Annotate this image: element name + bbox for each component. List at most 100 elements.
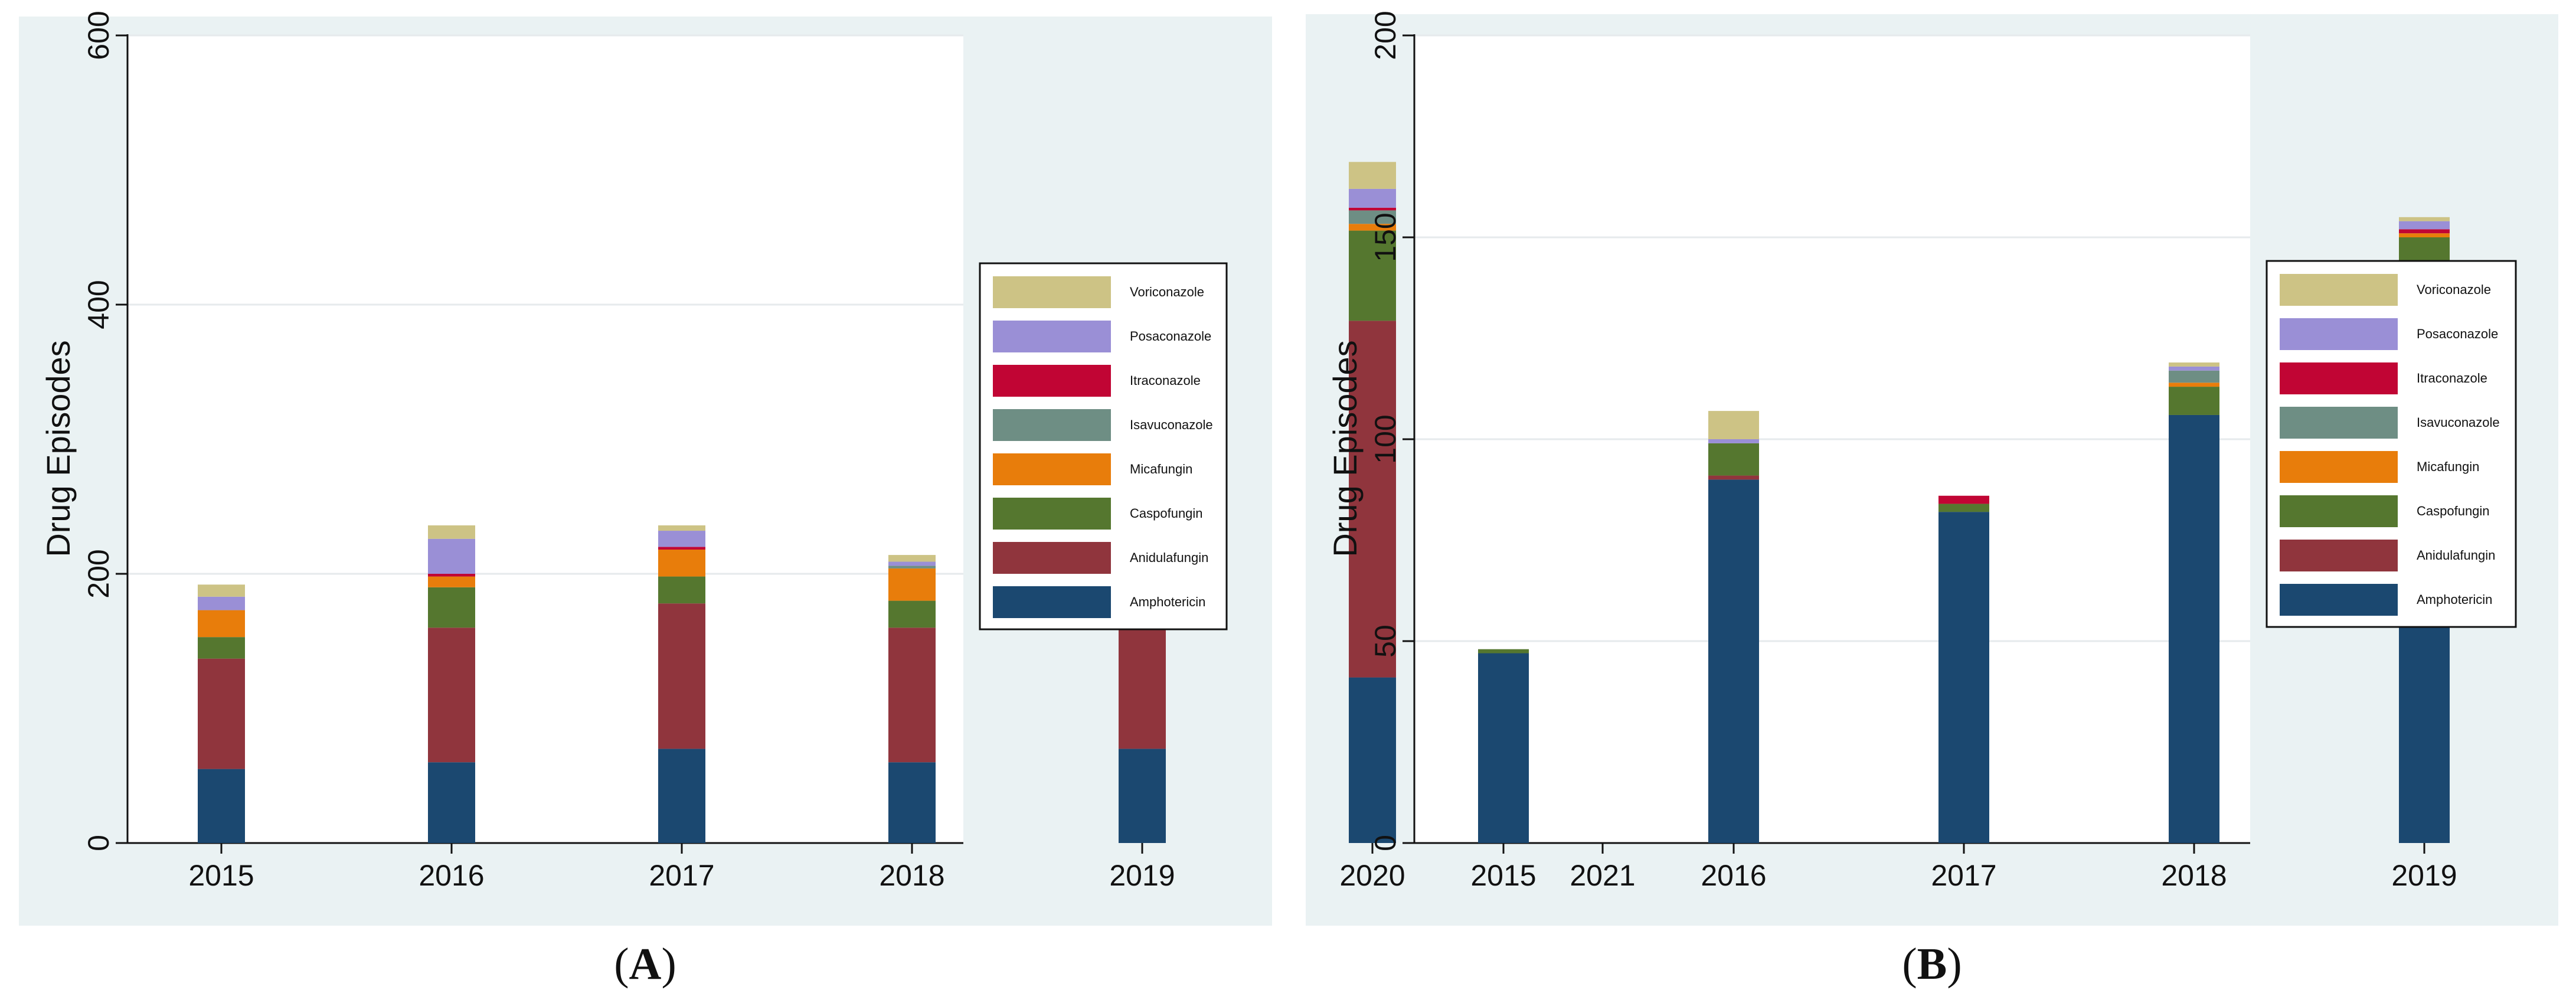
x-tick-label: 2019 (1109, 859, 1175, 892)
bar-segment-posaconazole-2018 (888, 561, 936, 566)
legend-label-itraconazole: Itraconazole (2417, 371, 2487, 385)
bar-segment-isavuconazole-2018 (2169, 370, 2219, 383)
legend-label-amphotericin: Amphotericin (1130, 594, 1205, 609)
x-tick-label: 2015 (188, 859, 254, 892)
bar-segment-caspofungin-2020 (1349, 230, 1396, 321)
bar-segment-caspofungin-2018 (2169, 387, 2219, 415)
bar-segment-micafungin-2016 (428, 576, 475, 587)
bar-segment-itraconazole-2016 (428, 574, 475, 577)
bar-segment-posaconazole-2016 (1708, 439, 1759, 443)
legend-label-voriconazole: Voriconazole (2417, 282, 2491, 297)
legend-swatch-micafungin (993, 453, 1111, 485)
legend-swatch-caspofungin (2280, 495, 2398, 527)
bar-segment-micafungin-2018 (2169, 383, 2219, 387)
y-tick-label: 100 (1369, 414, 1402, 463)
legend-swatch-posaconazole (2280, 318, 2398, 350)
bar-segment-caspofungin-2015 (198, 637, 245, 659)
bar-segment-anidulafungin-2015 (198, 658, 245, 769)
x-tick-label: 2021 (1570, 859, 1635, 892)
chart-panel-b: 0 50 100 150 200 Drug Episodes 2015 2016 2017 201… (1326, 11, 2517, 892)
y-axis-label: Drug Episodes (40, 340, 77, 557)
legend-label-isavuconazole: Isavuconazole (2417, 415, 2500, 430)
x-tick-label: 2018 (2161, 859, 2227, 892)
legend-swatch-posaconazole (993, 321, 1111, 352)
legend-swatch-voriconazole (2280, 274, 2398, 306)
legend-label-caspofungin: Caspofungin (2417, 504, 2490, 518)
y-tick-label: 50 (1369, 625, 1402, 658)
legend-label-caspofungin: Caspofungin (1130, 506, 1203, 521)
bar-segment-anidulafungin-2016 (428, 628, 475, 763)
legend: Voriconazole Posaconazole Itraconazole Isav… (979, 262, 1228, 630)
bar-segment-posaconazole-2017 (658, 531, 705, 547)
bar-segment-anidulafungin-2016 (1708, 475, 1759, 480)
y-tick-label: 400 (82, 280, 115, 329)
bar-segment-isavuconazole-2020 (1349, 210, 1396, 224)
bar-segment-voriconazole-2020 (1349, 162, 1396, 189)
x-tick-label: 2019 (2391, 859, 2457, 892)
y-tick-label: 0 (82, 835, 115, 851)
legend: Voriconazole Posaconazole Itraconazole Isav… (2266, 260, 2517, 628)
legend-label-amphotericin: Amphotericin (2417, 592, 2492, 607)
legend-swatch-isavuconazole (993, 409, 1111, 441)
legend-swatch-micafungin (2280, 451, 2398, 483)
bar-segment-amphotericin-2019 (1119, 749, 1166, 843)
bar-segment-posaconazole-2019 (2399, 221, 2450, 230)
bar-segment-caspofungin-2018 (888, 600, 936, 628)
bar-segment-caspofungin-2017 (658, 576, 705, 604)
panel-b-caption: (B) (1902, 939, 1962, 989)
bar-segment-micafungin-2015 (198, 610, 245, 638)
bar-segment-micafungin-2017 (658, 549, 705, 577)
legend-label-micafungin: Micafungin (1130, 462, 1192, 476)
legend-label-anidulafungin: Anidulafungin (2417, 548, 2495, 563)
legend-label-micafungin: Micafungin (2417, 459, 2479, 474)
bar-segment-itraconazole-2019 (2399, 229, 2450, 234)
bar-segment-caspofungin-2017 (1938, 504, 1989, 512)
y-axis-label: Drug Episodes (1326, 340, 1364, 557)
bar-segment-voriconazole-2018 (2169, 362, 2219, 367)
bar-segment-amphotericin-2016 (428, 762, 475, 843)
bar-segment-isavuconazole-2018 (888, 566, 936, 569)
bar-segment-voriconazole-2016 (428, 525, 475, 539)
bar-segment-posaconazole-2018 (2169, 366, 2219, 371)
bar-segment-amphotericin-2020 (1349, 677, 1396, 843)
bar-segment-voriconazole-2015 (198, 584, 245, 597)
x-tick-label: 2020 (1339, 859, 1405, 892)
plot-area (128, 35, 963, 843)
bar-segment-micafungin-2020 (1349, 224, 1396, 231)
bar-segment-caspofungin-2015 (1478, 649, 1529, 654)
bar-segment-voriconazole-2017 (658, 525, 705, 531)
bar-segment-amphotericin-2015 (1478, 653, 1529, 843)
bar-segment-itraconazole-2017 (1938, 495, 1989, 504)
bar-segment-caspofungin-2016 (428, 587, 475, 628)
bar-segment-amphotericin-2017 (658, 749, 705, 843)
legend-swatch-amphotericin (993, 586, 1111, 618)
bar-segment-caspofungin-2016 (1708, 443, 1759, 476)
bar-segment-itraconazole-2017 (658, 547, 705, 550)
legend-swatch-isavuconazole (2280, 407, 2398, 439)
legend-label-posaconazole: Posaconazole (2417, 326, 2498, 341)
panel-a-caption: (A) (614, 939, 676, 989)
y-tick-label: 600 (82, 11, 115, 60)
legend-label-itraconazole: Itraconazole (1130, 373, 1201, 388)
x-tick-label: 2016 (1701, 859, 1766, 892)
legend-box (979, 262, 1228, 630)
legend-swatch-voriconazole (993, 276, 1111, 308)
bar-segment-micafungin-2019 (2399, 233, 2450, 237)
legend-box (2266, 260, 2517, 628)
legend-swatch-anidulafungin (993, 542, 1111, 574)
panel-b-label: B (1917, 939, 1947, 989)
bar-segment-posaconazole-2015 (198, 596, 245, 610)
bar-segment-anidulafungin-2018 (888, 628, 936, 763)
bar-segment-amphotericin-2017 (1938, 512, 1989, 843)
legend-swatch-amphotericin (2280, 584, 2398, 616)
legend-label-posaconazole: Posaconazole (1130, 329, 1211, 344)
bar-segment-anidulafungin-2020 (1349, 321, 1396, 678)
bar-segment-voriconazole-2019 (2399, 217, 2450, 221)
x-tick-label: 2017 (649, 859, 714, 892)
bar-segment-micafungin-2018 (888, 568, 936, 601)
legend-swatch-caspofungin (993, 498, 1111, 530)
x-tick-label: 2016 (419, 859, 484, 892)
x-tick-label: 2018 (879, 859, 944, 892)
bar-segment-posaconazole-2016 (428, 538, 475, 574)
